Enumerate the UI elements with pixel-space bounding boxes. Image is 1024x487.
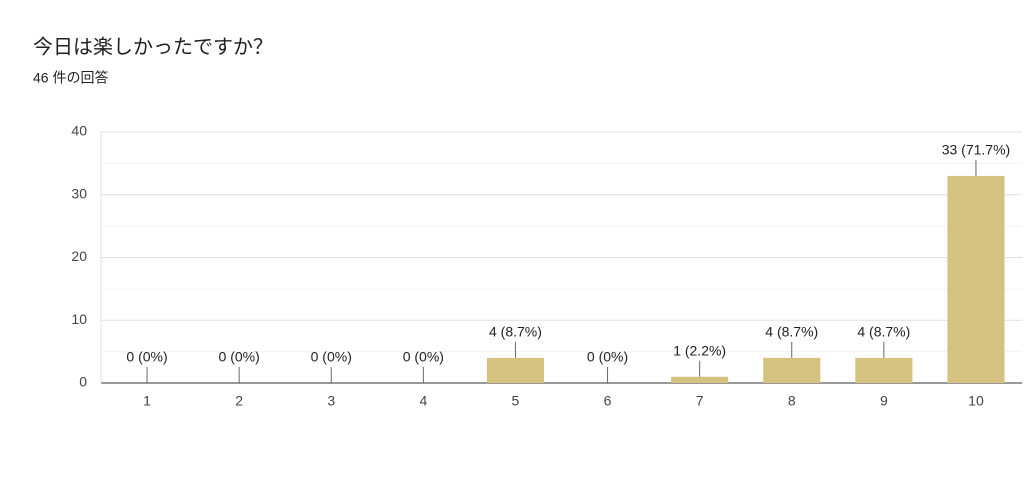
x-tick-label: 6 bbox=[604, 393, 612, 409]
value-label: 0 (0%) bbox=[403, 349, 444, 365]
y-tick-label: 30 bbox=[71, 185, 87, 201]
y-tick-label: 0 bbox=[79, 374, 87, 390]
bar bbox=[486, 357, 545, 383]
value-label: 0 (0%) bbox=[311, 349, 352, 365]
chart-subtitle: 46 件の回答 bbox=[33, 70, 108, 86]
value-label: 4 (8.7%) bbox=[765, 324, 818, 340]
x-tick-label: 9 bbox=[880, 393, 888, 409]
value-label: 4 (8.7%) bbox=[857, 324, 910, 340]
chart-title: 今日は楽しかったですか？ bbox=[33, 35, 273, 58]
y-tick-label: 40 bbox=[71, 123, 87, 139]
bar bbox=[947, 175, 1005, 383]
value-label: 0 (0%) bbox=[587, 349, 628, 365]
x-tick-label: 10 bbox=[968, 393, 984, 409]
value-label: 1 (2.2%) bbox=[673, 342, 726, 358]
x-tick-label: 4 bbox=[419, 393, 427, 409]
y-tick-label: 20 bbox=[71, 248, 87, 264]
x-tick-label: 5 bbox=[512, 393, 520, 409]
x-tick-label: 1 bbox=[143, 393, 151, 409]
x-tick-label: 3 bbox=[327, 393, 335, 409]
value-label: 0 (0%) bbox=[219, 349, 260, 365]
value-label: 4 (8.7%) bbox=[489, 324, 542, 340]
x-tick-label: 8 bbox=[788, 393, 796, 409]
value-label: 33 (71.7%) bbox=[942, 142, 1010, 158]
bar bbox=[763, 357, 821, 383]
value-label: 0 (0%) bbox=[126, 349, 167, 365]
x-tick-label: 2 bbox=[235, 393, 243, 409]
y-tick-label: 10 bbox=[71, 311, 87, 327]
bar bbox=[671, 376, 729, 383]
x-tick-label: 7 bbox=[696, 393, 704, 409]
bar bbox=[855, 357, 913, 383]
